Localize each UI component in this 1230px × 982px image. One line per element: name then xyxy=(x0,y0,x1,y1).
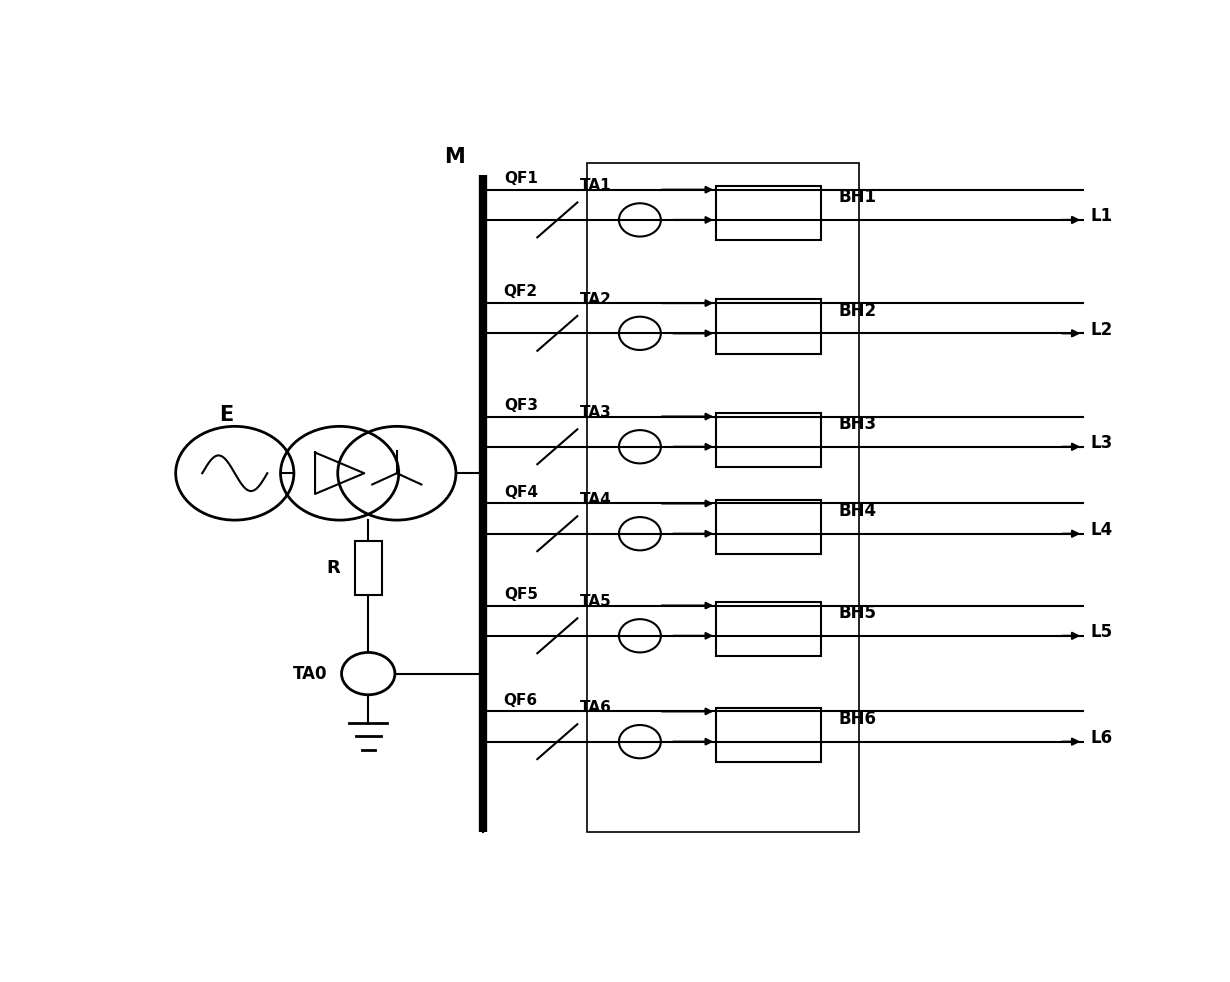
Text: E: E xyxy=(219,405,232,424)
Text: TA0: TA0 xyxy=(293,665,327,682)
Text: TA2: TA2 xyxy=(579,292,611,306)
Text: BH2: BH2 xyxy=(838,301,876,320)
Text: L3: L3 xyxy=(1091,434,1113,452)
Bar xyxy=(588,163,859,833)
Text: TA5: TA5 xyxy=(579,594,611,609)
Text: BH6: BH6 xyxy=(838,710,876,728)
Text: L1: L1 xyxy=(1091,207,1113,225)
Text: L6: L6 xyxy=(1091,729,1113,747)
Bar xyxy=(716,186,822,241)
Text: TA6: TA6 xyxy=(579,700,611,715)
Text: QF1: QF1 xyxy=(504,171,538,186)
Text: TA3: TA3 xyxy=(579,406,611,420)
Text: L5: L5 xyxy=(1091,623,1113,641)
Text: BH3: BH3 xyxy=(838,415,876,433)
Text: TA1: TA1 xyxy=(579,179,611,193)
Text: QF5: QF5 xyxy=(504,586,538,602)
Bar xyxy=(716,412,822,467)
Bar xyxy=(716,300,822,354)
Text: QF6: QF6 xyxy=(504,692,538,708)
Text: M: M xyxy=(444,147,465,167)
Bar xyxy=(716,500,822,554)
Bar xyxy=(355,540,381,595)
Text: BH4: BH4 xyxy=(838,502,876,520)
Text: L2: L2 xyxy=(1091,320,1113,339)
Text: QF3: QF3 xyxy=(504,398,538,412)
Text: L4: L4 xyxy=(1091,520,1113,539)
Text: TA4: TA4 xyxy=(579,492,611,507)
Text: BH5: BH5 xyxy=(838,604,876,623)
Text: QF2: QF2 xyxy=(504,284,538,300)
Text: BH1: BH1 xyxy=(838,189,876,206)
Bar xyxy=(716,602,822,656)
Text: R: R xyxy=(327,559,341,576)
Text: QF4: QF4 xyxy=(504,485,538,500)
Bar xyxy=(716,708,822,762)
